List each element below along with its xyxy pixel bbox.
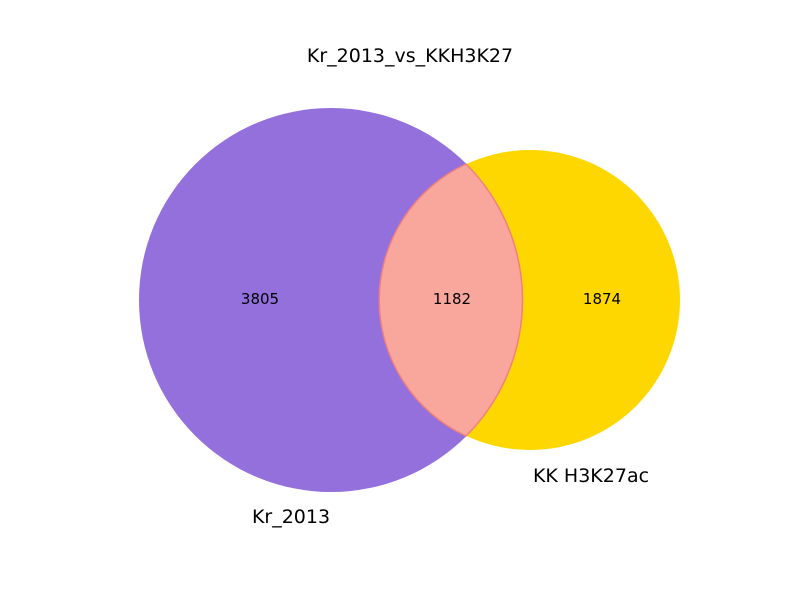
intersection-region xyxy=(378,163,524,437)
set-b-only-count: 1874 xyxy=(583,290,621,308)
set-a-label: Kr_2013 xyxy=(252,506,330,528)
chart-title: Kr_2013_vs_KKH3K27 xyxy=(307,45,513,67)
set-b-label: KK H3K27ac xyxy=(533,465,649,487)
set-a-only-count: 3805 xyxy=(241,290,279,308)
intersection-count: 1182 xyxy=(433,290,471,308)
